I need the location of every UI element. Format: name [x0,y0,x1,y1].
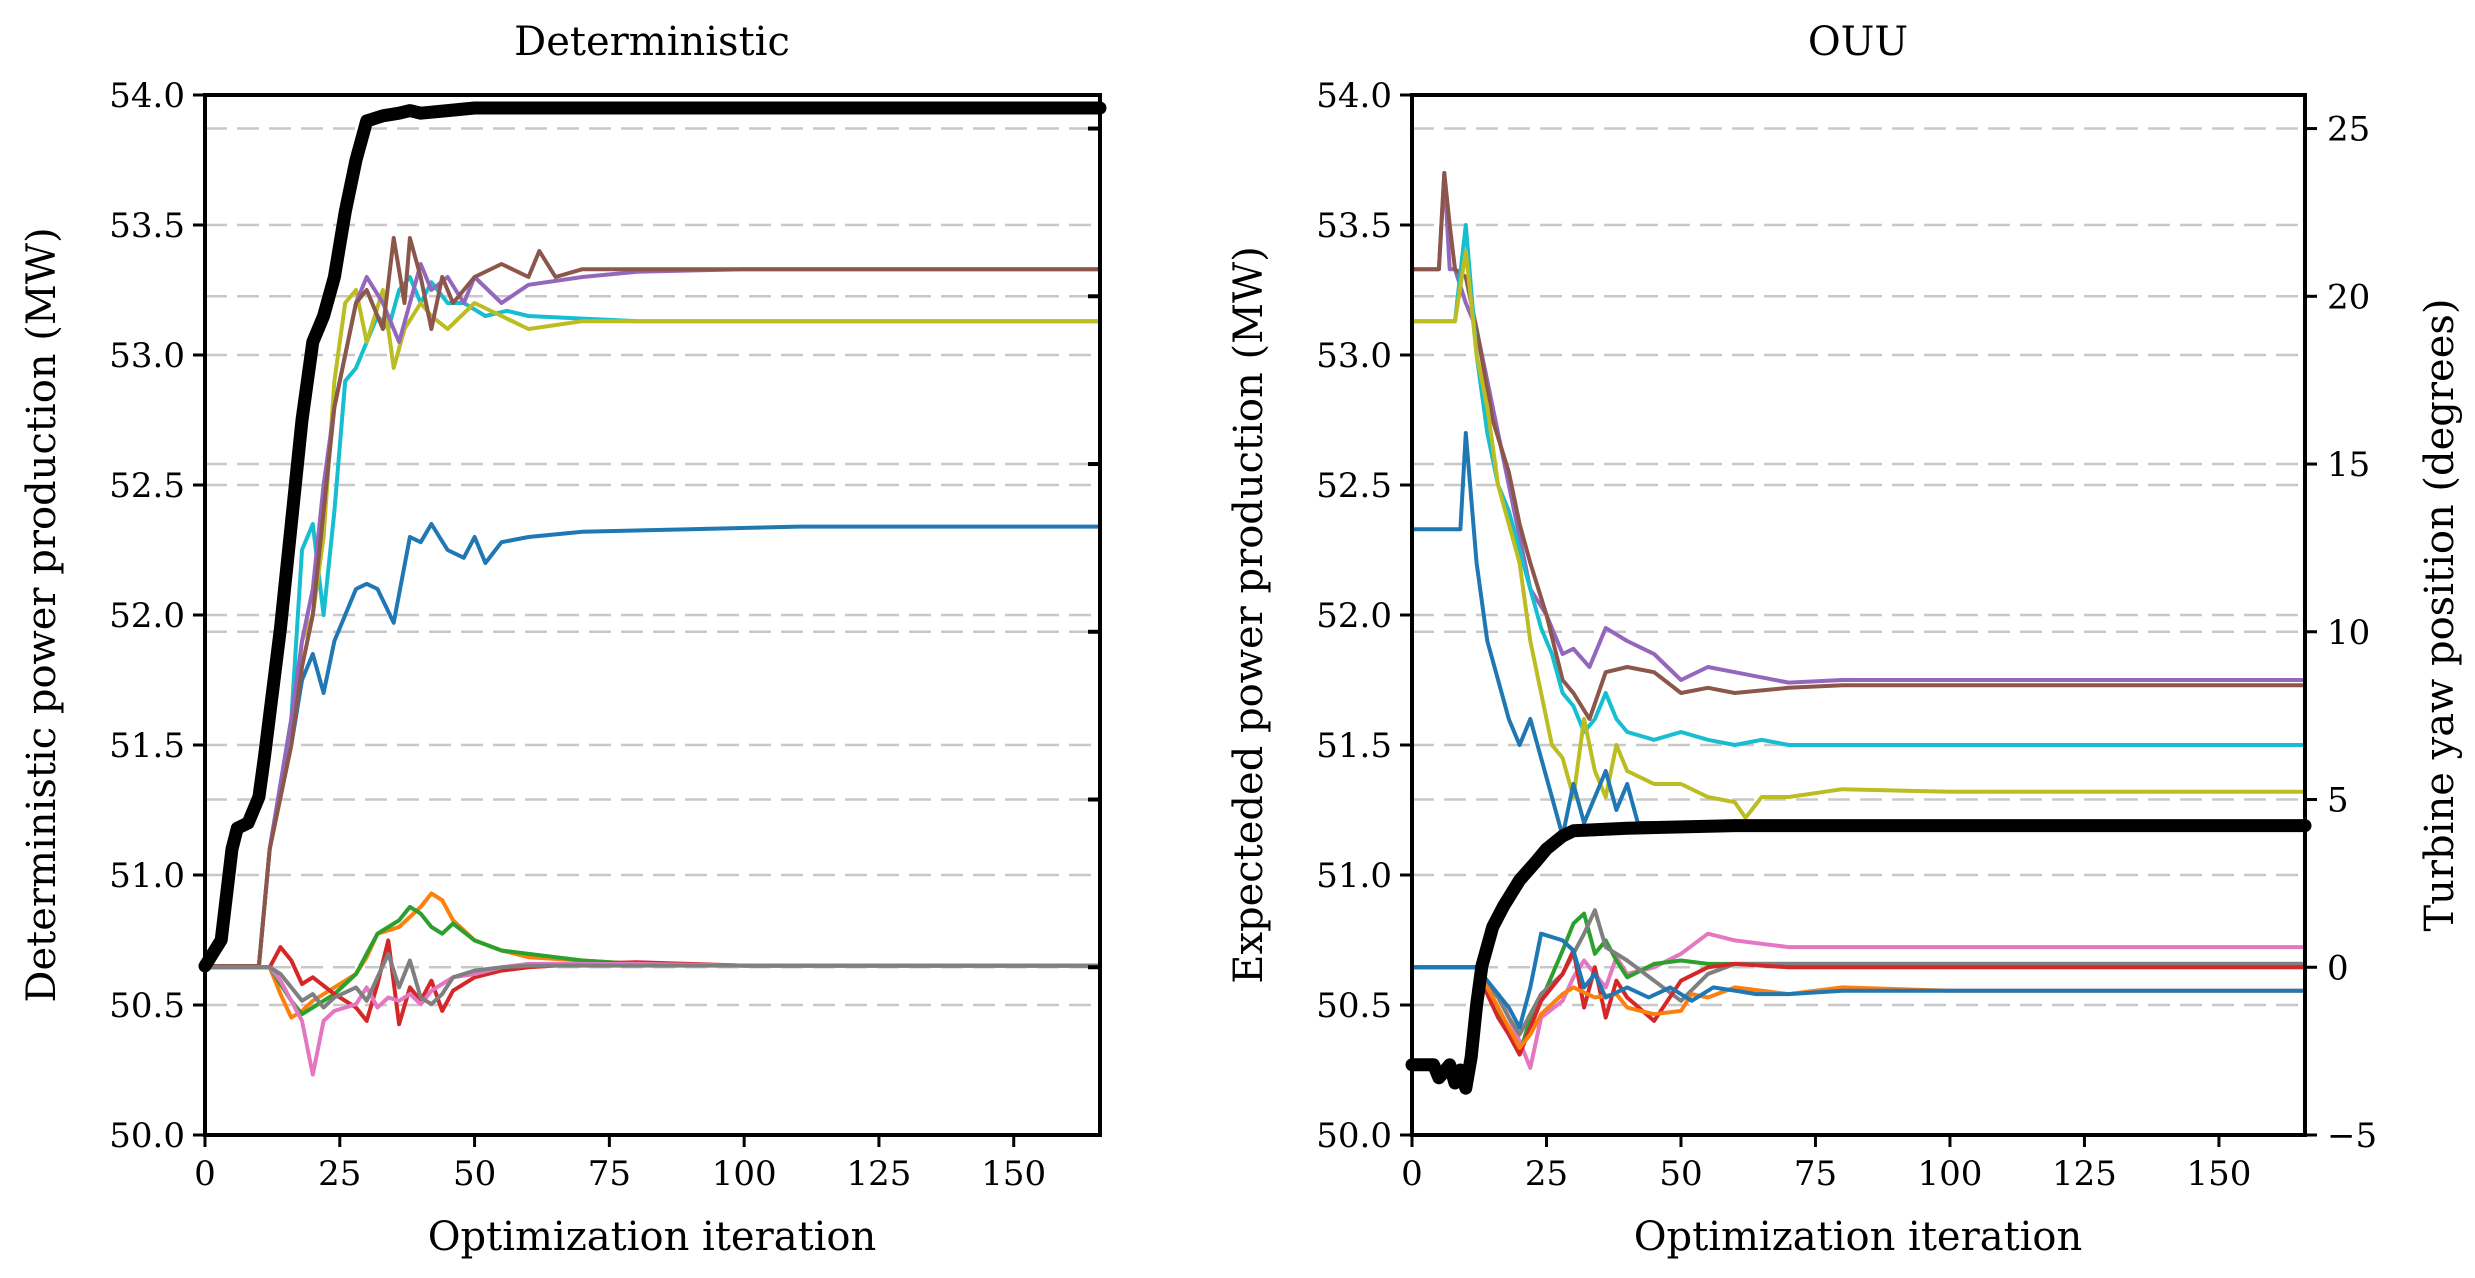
tick-layer: 0 25 50 75 100 125 150 50.0 50.5 51.0 51.5 52.0 52.5… [109,76,1100,1194]
y2-tick-label: −5 [2327,1116,2377,1156]
y2-tick-label: 5 [2327,781,2349,821]
x-axis-label: Optimization iteration [1634,1214,2083,1260]
series-line [1412,171,2305,685]
y2-tick-label: 10 [2327,613,2370,653]
y2-tick-label: 15 [2327,445,2370,485]
x-tick-label: 75 [1794,1154,1837,1194]
tick-layer: 0 25 50 75 100 125 15050.050.551.051.552.052.5… [1316,76,2377,1194]
y-tick-label: 54.0 [1316,76,1392,116]
x-tick-label: 150 [2186,1154,2251,1194]
y2-tick-label: 25 [2327,110,2370,150]
power-line [198,101,1107,973]
x-tick-label: 0 [1401,1154,1423,1194]
secondary-y-axis-label: Turbine yaw position (degrees) [2417,298,2463,931]
y-tick-label: 50.5 [109,986,185,1026]
y-tick-label: 51.0 [109,856,185,896]
x-axis-label: Optimization iteration [428,1214,877,1260]
y-tick-label: 50.0 [1316,1116,1392,1156]
x-tick-label: 125 [846,1154,911,1194]
y-tick-label: 54.0 [109,76,185,116]
y-tick-label: 53.0 [1316,336,1392,376]
series-layer [198,101,1107,1077]
series-line [1412,965,2305,1050]
panel-deterministic: 0 25 50 75 100 125 150 50.0 50.5 51.0 51.5 52.0 52.5… [19,19,1107,1260]
y-tick-label: 51.0 [1316,856,1392,896]
series-line [205,275,1100,968]
y2-tick-label: 0 [2327,948,2349,988]
series-line [205,262,1100,968]
y-axis-label: Expecteded power production (MW) [1226,246,1272,984]
y2-tick-label: 20 [2327,277,2370,317]
series-line [205,236,1100,968]
series-line [205,522,1100,968]
x-tick-label: 150 [981,1154,1046,1194]
x-tick-label: 50 [453,1154,496,1194]
series-line [1412,171,2305,721]
x-tick-label: 75 [588,1154,631,1194]
y-tick-label: 52.0 [1316,596,1392,636]
y-tick-label: 53.0 [109,336,185,376]
x-tick-label: 125 [2052,1154,2117,1194]
series-line [1412,931,2305,1030]
chart-title: Deterministic [514,19,790,65]
series-line [205,891,1100,1020]
chart-title: OUU [1808,19,1908,65]
y-tick-label: 51.5 [109,726,185,766]
grid-lines [1412,127,2305,1007]
y-axis-label: Deterministic power production (MW) [19,227,65,1002]
y-tick-label: 53.5 [1316,206,1392,246]
x-tick-label: 0 [194,1154,216,1194]
series-line [1412,948,2305,1057]
series-line [205,961,1100,1077]
y-tick-label: 51.5 [1316,726,1392,766]
y-tick-label: 50.5 [1316,986,1392,1026]
power-line [1405,819,2312,1095]
y-tick-label: 52.5 [1316,466,1392,506]
y-tick-label: 52.5 [109,466,185,506]
y-tick-label: 52.0 [109,596,185,636]
x-tick-label: 50 [1659,1154,1702,1194]
y-tick-label: 53.5 [109,206,185,246]
panel-ouu: 0 25 50 75 100 125 15050.050.551.051.552.052.5… [1226,19,2463,1260]
series-layer [1405,171,2312,1095]
x-tick-label: 25 [1525,1154,1568,1194]
series-line [1412,249,2305,820]
x-tick-label: 100 [712,1154,777,1194]
y-tick-label: 50.0 [109,1116,185,1156]
series-line [205,951,1100,1010]
series-line [1412,931,2305,1070]
x-tick-label: 25 [318,1154,361,1194]
x-tick-label: 100 [1917,1154,1982,1194]
